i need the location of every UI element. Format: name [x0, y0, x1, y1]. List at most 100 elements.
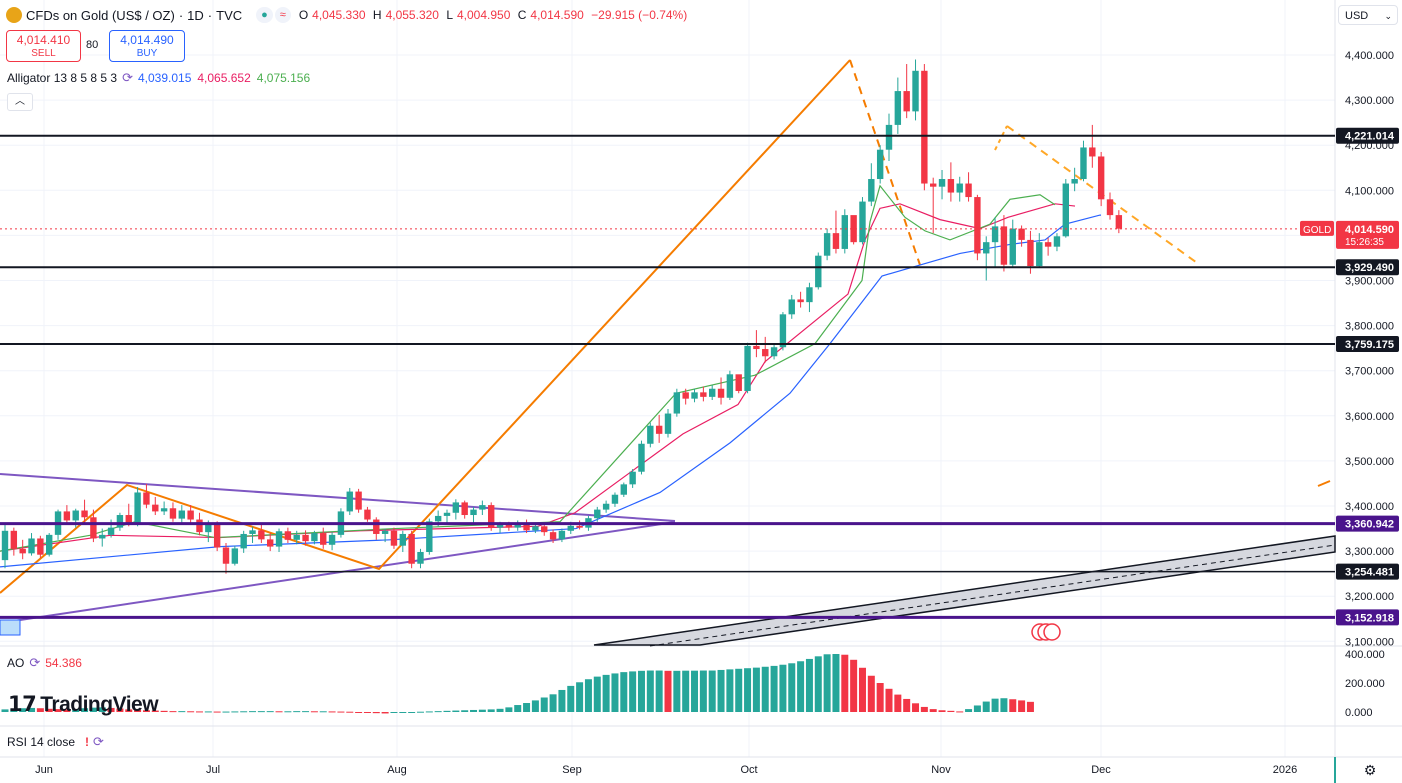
ao-bar [1000, 698, 1008, 712]
candle-body [231, 548, 239, 564]
candle-down [541, 524, 548, 536]
orange-rally-line [0, 59, 851, 594]
price-tick-label: 3,700.000 [1345, 366, 1394, 378]
candle-body [417, 552, 424, 564]
candle-body [1115, 215, 1123, 229]
ao-bar [514, 705, 522, 712]
candle-body [576, 525, 583, 528]
ao-bar [558, 689, 566, 712]
ao-settings-icon[interactable]: ⟳ [29, 655, 41, 670]
candle-down [832, 210, 840, 254]
level-label-bg [1336, 127, 1399, 144]
candle-body [903, 91, 910, 112]
symbol-title[interactable]: CFDs on Gold (US$ / OZ) [26, 7, 175, 23]
candle-body [81, 510, 88, 518]
level-label: 3,360.942 [1345, 519, 1394, 531]
ao-bar [523, 703, 531, 712]
ao-bar [602, 674, 610, 712]
ao-bar [54, 709, 62, 712]
ao-bar [355, 712, 363, 713]
ohlc-low-label: L [446, 8, 453, 22]
candle-body [620, 484, 627, 495]
price-tick-label: 3,500.000 [1345, 456, 1394, 468]
candle-body [894, 91, 902, 125]
compare-icon[interactable]: ≈ [274, 7, 291, 23]
candle-up [983, 236, 990, 281]
ao-bar [63, 709, 71, 712]
ao-bar [1009, 699, 1017, 712]
indicator-settings-icon[interactable]: ⟳ [122, 70, 133, 85]
rsi-settings-icon[interactable]: ⟳ [93, 734, 104, 749]
ao-bar [275, 711, 283, 713]
candle-down [19, 539, 26, 560]
sell-button[interactable]: 4,014.410 SELL [6, 30, 81, 62]
time-tick-label: Jul [206, 764, 220, 776]
candle-up [249, 526, 256, 543]
candle-body [726, 374, 734, 398]
candle-up [770, 343, 778, 360]
tradingview-logo[interactable]: 𝟭𝟳 TradingView [8, 692, 159, 717]
ao-legend[interactable]: AO ⟳ 54.386 [7, 655, 82, 671]
ao-bar [991, 698, 999, 712]
candle-body [443, 512, 451, 516]
candle-body [1018, 228, 1025, 240]
ao-bar [549, 694, 557, 712]
candle-up [664, 409, 672, 438]
ao-bar [814, 656, 822, 712]
market-status-icon[interactable]: ● [256, 7, 273, 23]
candle-body [373, 519, 380, 534]
ao-bar [487, 709, 495, 712]
ao-bar [231, 711, 239, 713]
ao-bar [682, 670, 690, 712]
candle-down [1000, 215, 1008, 272]
ao-bar [116, 708, 124, 712]
interval[interactable]: 1D [187, 7, 204, 23]
candle-body [921, 70, 928, 184]
currency-select[interactable]: USD ⌄ [1338, 5, 1398, 25]
ao-bar [540, 697, 548, 712]
candle-down [373, 517, 380, 540]
sell-label: SELL [31, 48, 56, 59]
currency-value: USD [1345, 10, 1369, 22]
ao-bar [770, 665, 778, 712]
ao-bar [10, 708, 18, 712]
ao-bar [89, 707, 97, 712]
level-label-bg [1336, 336, 1399, 353]
candle-body [364, 509, 371, 520]
ao-bar [134, 709, 142, 712]
candle-body [541, 526, 548, 533]
rsi-warning-icon[interactable]: ! [85, 735, 90, 749]
candle-body [770, 347, 778, 357]
candle-up [134, 487, 141, 527]
candle-up [629, 469, 636, 488]
candle-up [470, 506, 477, 525]
alligator-legend[interactable]: Alligator 13 8 5 8 5 3 ⟳ 4,039.015 4,065… [7, 70, 310, 86]
candle-up [1, 524, 9, 569]
candle-up [1009, 219, 1016, 267]
ao-bar [620, 672, 628, 712]
spread-value: 80 [86, 39, 99, 51]
ao-bar [744, 668, 752, 712]
candle-body [178, 510, 185, 519]
ao-bar [337, 711, 345, 713]
candle-down [152, 496, 159, 516]
candle-down [655, 414, 663, 443]
horizontal-levels [0, 134, 1335, 641]
candle-body [991, 226, 999, 243]
candle-up [1080, 140, 1087, 182]
buy-price: 4,014.490 [120, 33, 174, 47]
rsi-legend[interactable]: RSI 14 close ! ⟳ [7, 734, 104, 750]
candle-body [205, 524, 212, 533]
candle-body [709, 388, 716, 397]
collapse-legend-button[interactable]: ︿ [7, 93, 33, 111]
candle-up [240, 530, 247, 553]
candle-body [37, 538, 44, 555]
time-tick-label: Oct [740, 764, 757, 776]
candle-up [328, 532, 336, 551]
ao-bar [213, 711, 221, 713]
candle-body [72, 510, 79, 521]
candle-up [381, 528, 389, 543]
candle-up [1062, 179, 1069, 238]
buy-button[interactable]: 4,014.490 BUY [109, 30, 185, 62]
